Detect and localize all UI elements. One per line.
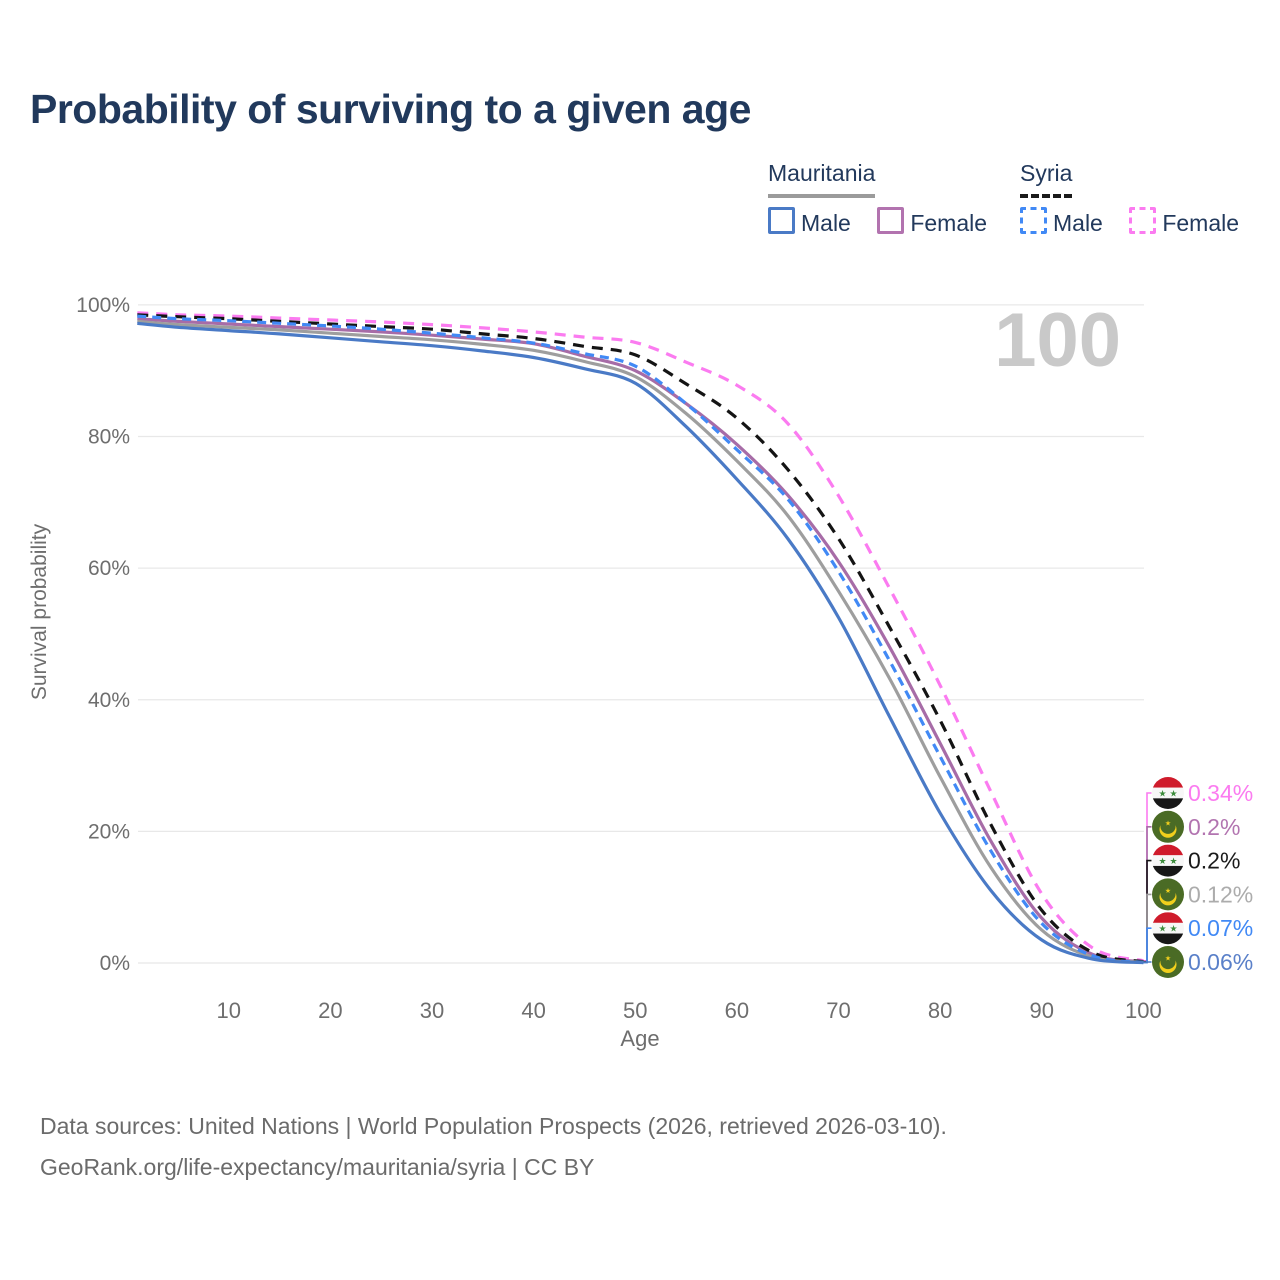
x-axis-tick-label: 20 — [318, 998, 342, 1023]
svg-text:★: ★ — [1158, 789, 1166, 799]
series-line-mauritania-total[interactable] — [137, 319, 1144, 964]
x-axis-tick-label: 50 — [623, 998, 647, 1023]
series-line-syria-total[interactable] — [137, 313, 1144, 964]
series-line-mauritania-female[interactable] — [137, 317, 1144, 964]
x-axis-tick-label: 10 — [216, 998, 240, 1023]
legend-item-label: Male — [1053, 210, 1103, 236]
svg-text:★: ★ — [1158, 924, 1166, 934]
end-label-mauritania-male: ★ 0.06% — [1152, 946, 1253, 978]
mauritania-flag-icon: ★ — [1152, 810, 1184, 843]
legend-group-title: Syria — [1020, 160, 1073, 198]
legend-group-title: Mauritania — [768, 160, 876, 198]
series-line-syria-male[interactable] — [137, 314, 1144, 965]
svg-text:★: ★ — [1169, 924, 1177, 934]
svg-text:★: ★ — [1158, 856, 1166, 866]
series-swatch-icon[interactable] — [1020, 207, 1047, 234]
svg-text:★: ★ — [1165, 955, 1171, 963]
series-line-mauritania-male[interactable] — [137, 321, 1144, 965]
series-swatch-icon[interactable] — [1129, 207, 1157, 234]
y-axis-tick-label: 0% — [100, 952, 130, 975]
legend-item-syria-male[interactable]: Male — [1020, 207, 1103, 237]
y-axis-tick-label: 100% — [76, 294, 130, 317]
x-axis-tick-label: 70 — [826, 998, 850, 1023]
legend-item-mauritania-male[interactable]: Male — [768, 207, 851, 237]
legend-item-syria-female[interactable]: Female — [1129, 207, 1239, 237]
legend-item-label: Male — [801, 210, 851, 236]
syria-flag-icon: ★ ★ — [1152, 844, 1184, 877]
series-line-syria-female[interactable] — [137, 311, 1144, 963]
end-label-connector — [1143, 961, 1152, 964]
syria-flag-icon: ★ ★ — [1152, 912, 1184, 945]
end-label-value: 0.2% — [1188, 814, 1240, 840]
page-title: Probability of surviving to a given age — [30, 86, 751, 132]
data-source-line: GeoRank.org/life-expectancy/mauritania/s… — [40, 1154, 595, 1180]
svg-text:★: ★ — [1169, 856, 1177, 866]
end-label-value: 0.06% — [1188, 949, 1253, 975]
x-axis-tick-label: 60 — [725, 998, 749, 1023]
svg-text:★: ★ — [1169, 789, 1177, 799]
end-label-mauritania-female: ★ 0.2% — [1152, 810, 1240, 843]
data-source-line: Data sources: United Nations | World Pop… — [40, 1113, 947, 1139]
data-source: Data sources: United Nations | World Pop… — [40, 1106, 947, 1188]
x-axis-tick-label: 40 — [521, 998, 545, 1023]
series-swatch-icon[interactable] — [768, 207, 795, 234]
svg-text:★: ★ — [1165, 887, 1171, 895]
legend-item-label: Female — [1162, 210, 1240, 236]
y-axis-tick-label: 40% — [88, 689, 130, 712]
x-axis-tick-label: 80 — [928, 998, 952, 1023]
chart-legend: Mauritania Male Female Syria Male Female — [0, 160, 1280, 250]
end-label-mauritania-total: ★ 0.12% — [1152, 878, 1253, 911]
end-label-syria-total: ★ ★ 0.2% — [1152, 844, 1240, 877]
end-label-value: 0.07% — [1188, 915, 1253, 941]
y-axis-tick-label: 80% — [88, 426, 130, 449]
syria-flag-icon: ★ ★ — [1152, 777, 1184, 809]
x-axis-tick-label: 30 — [420, 998, 444, 1023]
end-label-value: 0.12% — [1188, 881, 1253, 907]
y-axis-tick-label: 20% — [88, 820, 130, 843]
end-label-value: 0.2% — [1188, 848, 1240, 874]
legend-item-mauritania-female[interactable]: Female — [877, 207, 987, 237]
end-label-connector — [1143, 927, 1152, 964]
y-axis-title: Survival probability — [28, 523, 51, 700]
mauritania-flag-icon: ★ — [1152, 878, 1184, 911]
x-axis-title: Age — [620, 1026, 659, 1051]
series-swatch-icon[interactable] — [877, 207, 905, 234]
legend-group-syria: Syria Male Female — [1020, 160, 1261, 237]
legend-group-mauritania: Mauritania Male Female — [768, 160, 1009, 237]
end-label-value: 0.34% — [1188, 780, 1253, 806]
legend-item-label: Female — [910, 210, 988, 236]
x-axis-tick-label: 100 — [1125, 998, 1162, 1023]
end-label-syria-female: ★ ★ 0.34% — [1152, 777, 1253, 809]
svg-text:★: ★ — [1165, 819, 1171, 827]
y-axis-tick-label: 60% — [88, 557, 130, 580]
end-label-syria-male: ★ ★ 0.07% — [1152, 912, 1253, 945]
age-counter-watermark: 100 — [994, 298, 1121, 383]
mauritania-flag-icon: ★ — [1152, 946, 1184, 978]
x-axis-tick-label: 90 — [1030, 998, 1054, 1023]
